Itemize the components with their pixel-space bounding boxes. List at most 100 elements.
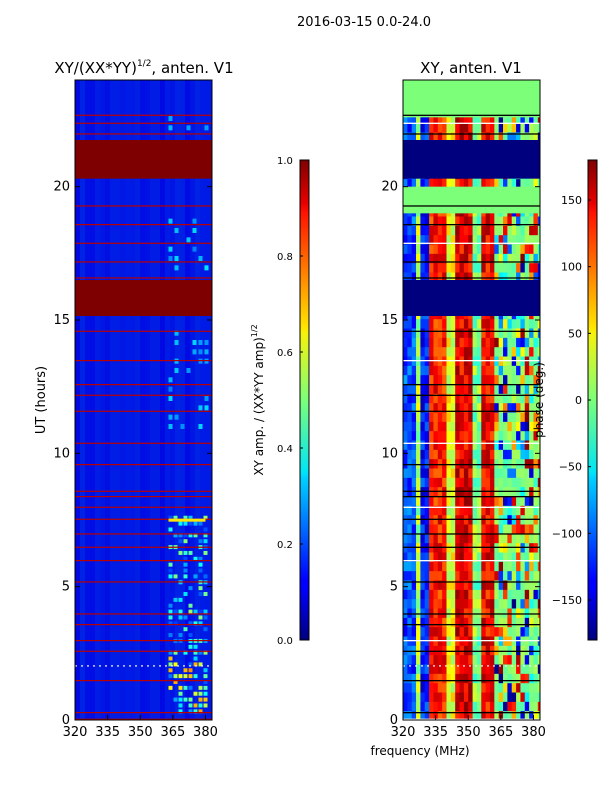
phase-cell bbox=[533, 692, 539, 702]
phase-cell bbox=[507, 580, 513, 590]
phase-dotted-marker bbox=[511, 665, 513, 667]
phase-cell bbox=[420, 272, 426, 282]
phase-cell bbox=[403, 384, 408, 394]
phase-cell bbox=[537, 253, 540, 264]
phase-cell bbox=[407, 682, 413, 693]
phase-cell bbox=[481, 402, 487, 413]
phase-cell bbox=[524, 468, 530, 478]
phase-cell bbox=[459, 244, 465, 254]
phase-cell bbox=[476, 626, 482, 637]
phase-cell bbox=[416, 337, 421, 348]
phase-cell bbox=[472, 664, 478, 674]
phase-cell bbox=[481, 365, 487, 376]
phase-cell bbox=[468, 318, 474, 329]
phase-cell bbox=[420, 262, 426, 273]
phase-cell bbox=[529, 393, 534, 404]
phase-cell bbox=[485, 253, 491, 264]
phase-cell bbox=[537, 570, 540, 581]
phase-cell bbox=[468, 337, 474, 348]
phase-cell bbox=[446, 318, 452, 329]
phase-cell bbox=[450, 225, 456, 236]
phase-cell bbox=[476, 132, 482, 142]
phase-cell bbox=[450, 234, 456, 245]
phase-cell bbox=[529, 132, 534, 142]
phase-cell bbox=[446, 430, 452, 441]
phase-cell bbox=[485, 682, 491, 693]
phase-cell bbox=[437, 598, 443, 609]
phase-cell bbox=[459, 654, 465, 665]
phase-cell bbox=[429, 626, 434, 637]
amplitude-dotted-marker bbox=[201, 665, 203, 667]
phase-flagged-line bbox=[403, 640, 540, 642]
amplitude-rfi-cell bbox=[178, 615, 183, 620]
phase-cell bbox=[507, 374, 513, 385]
phase-cell bbox=[407, 654, 413, 665]
phase-cell bbox=[476, 402, 482, 413]
phase-cell bbox=[429, 122, 434, 133]
phase-cell bbox=[516, 122, 521, 133]
phase-cell bbox=[411, 337, 417, 348]
phase-cell bbox=[498, 608, 504, 618]
phase-cell bbox=[520, 561, 526, 572]
phase-cell bbox=[463, 122, 469, 133]
phase-cell bbox=[459, 710, 465, 720]
amplitude-rfi-cell bbox=[203, 674, 208, 679]
phase-cell bbox=[494, 682, 500, 693]
phase-cell bbox=[446, 122, 452, 133]
phase-cell bbox=[411, 589, 417, 600]
phase-cell bbox=[450, 468, 456, 478]
phase-cell bbox=[476, 580, 482, 590]
phase-cell bbox=[433, 598, 439, 609]
amplitude-flagged-line bbox=[75, 114, 212, 116]
phase-cell bbox=[481, 440, 487, 450]
phase-cell bbox=[472, 365, 478, 376]
phase-cell bbox=[507, 216, 513, 226]
amplitude-rfi-cell bbox=[183, 668, 188, 673]
phase-cell bbox=[463, 608, 469, 618]
amplitude-xtick-label: 320 bbox=[63, 725, 88, 740]
phase-cell bbox=[533, 701, 539, 712]
phase-cell bbox=[450, 412, 456, 422]
phase-cell bbox=[494, 346, 500, 357]
phase-cell bbox=[459, 570, 465, 581]
phase-cell bbox=[472, 524, 478, 534]
phase-cell bbox=[485, 701, 491, 712]
phase-cell bbox=[455, 346, 461, 357]
phase-cell bbox=[442, 384, 447, 394]
phase-cell bbox=[511, 570, 517, 581]
phase-cell bbox=[416, 598, 421, 609]
phase-cell bbox=[507, 430, 513, 441]
amplitude-panel-title: XY/(XX*YY)1/2, anten. V1 bbox=[54, 59, 233, 77]
amplitude-column bbox=[130, 80, 135, 720]
phase-cell bbox=[403, 710, 408, 720]
phase-cell bbox=[529, 374, 534, 385]
phase-cell bbox=[524, 682, 530, 693]
phase-cell bbox=[472, 468, 478, 478]
phase-cell bbox=[472, 692, 478, 702]
phase-cell bbox=[516, 626, 521, 637]
phase-colorbar-tick-label: 50 bbox=[568, 327, 582, 340]
phase-cell bbox=[463, 533, 469, 544]
phase-cell bbox=[481, 645, 487, 656]
phase-cell bbox=[420, 122, 426, 133]
amplitude-rfi-cell bbox=[188, 703, 193, 708]
phase-cell bbox=[503, 262, 508, 273]
phase-cell bbox=[533, 244, 539, 254]
phase-cell bbox=[503, 132, 508, 142]
phase-cell bbox=[463, 710, 469, 720]
phase-cell bbox=[437, 533, 443, 544]
phase-cell bbox=[429, 552, 434, 562]
phase-cell bbox=[424, 561, 430, 572]
phase-cell bbox=[529, 365, 534, 376]
phase-cell bbox=[463, 654, 469, 665]
amplitude-rfi-cell bbox=[193, 556, 198, 561]
phase-cell bbox=[455, 244, 461, 254]
phase-cell bbox=[468, 374, 474, 385]
phase-cell bbox=[450, 533, 456, 544]
phase-cell bbox=[503, 524, 508, 534]
phase-cell bbox=[472, 113, 478, 124]
phase-cell bbox=[511, 318, 517, 329]
phase-cell bbox=[450, 346, 456, 357]
phase-cell bbox=[520, 477, 526, 488]
phase-cell bbox=[529, 580, 534, 590]
